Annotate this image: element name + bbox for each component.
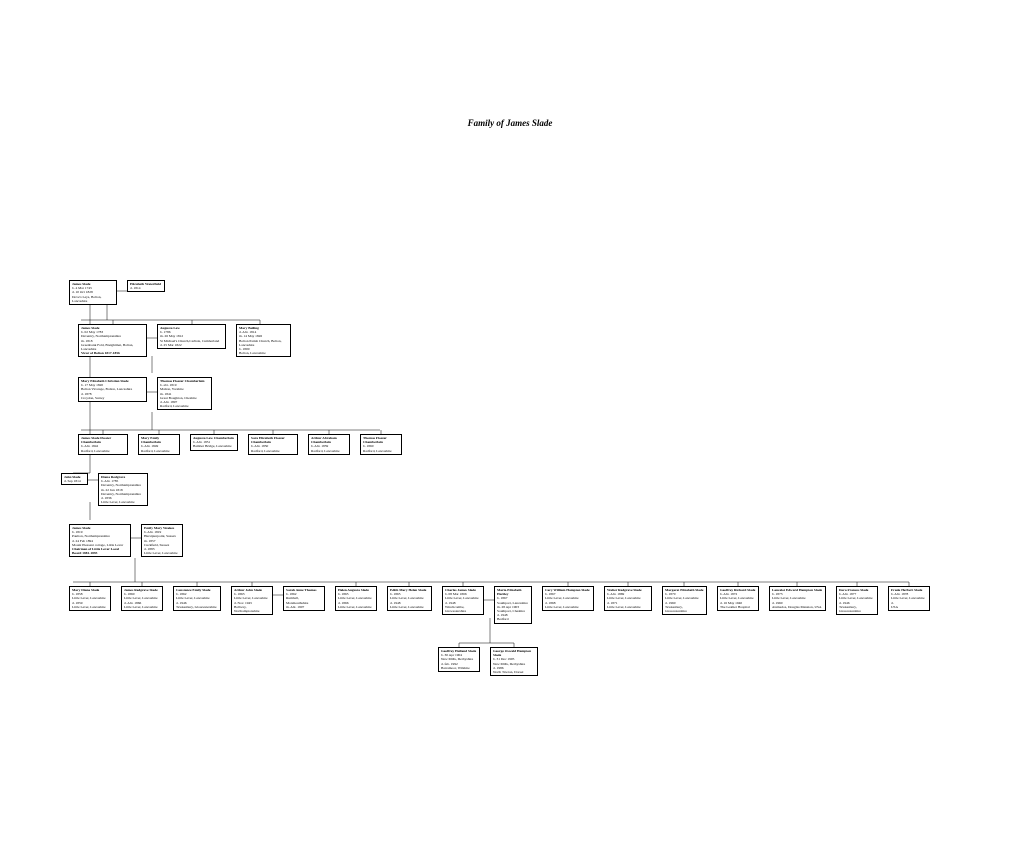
- page-title: Family of James Slade: [0, 118, 1020, 128]
- person-node-leh: Lancelot Edward Hampton Sladeb. 1873Litt…: [769, 586, 826, 611]
- person-node-cj: Charles James Sladeb. 08 Mar 1866Little …: [442, 586, 484, 615]
- person-node-wr: Walter Redgrave Sladeb. Abt. 1869Little …: [604, 586, 652, 611]
- person-node-augusta: Augusta Lawb. 1786m. 26 May 1812St Micha…: [157, 324, 226, 349]
- person-node-james1: James Sladeb. 4 Mar 1745d. 10 Oct 1828Do…: [69, 280, 117, 305]
- person-node-eliz1: Elizabeth Waterfieldd. 1814: [127, 280, 165, 292]
- person-node-jsfc: James Slade Floater Chamberlainb. Abt. 1…: [78, 434, 128, 455]
- person-node-diana: Diana Redgraveb. Abt. 1785Daventry, Nort…: [98, 473, 148, 506]
- person-node-alc: Augusta Law Chamberlainb. Abt. 1851Bambe…: [190, 434, 238, 451]
- person-node-sat: Sarah Anne Thomasb. 1862Rumball, Monmout…: [283, 586, 325, 611]
- person-node-mary_b: Mary Bollingd. Abt. 1814m. 14 May 1826Bo…: [236, 324, 291, 357]
- person-node-me2: Margaret Elizabeth Sladeb. 1870Little Le…: [662, 586, 707, 615]
- person-node-sefc: Sara Elizabeth Floater Chamberlainb. Abt…: [248, 434, 298, 455]
- person-node-aj: Arthur John Sladeb. 1863Little Lever, La…: [231, 586, 273, 615]
- person-node-df: Dora Frances Sladeb. Abt. 1877Little Lev…: [836, 586, 878, 615]
- person-node-mec2: Mary Emily Chamberlainb. Abt. 1849Radfor…: [138, 434, 180, 455]
- person-node-john: John Sladed. Sep 1814: [61, 473, 88, 485]
- person-node-emily_w: Emily Mary Weekesb. Abt. 1819Hurstpierpo…: [141, 524, 183, 557]
- person-node-ce: Constance Emily Sladeb. 1862Little Lever…: [173, 586, 221, 611]
- person-node-md: Mary Diana Sladeb. 1858Little Lever, Lan…: [69, 586, 111, 611]
- person-node-gohs: George Oswald Hampton Sladeb. 31 Dec 190…: [490, 647, 538, 676]
- person-node-gr: Geoffrey Richard Sladeb. Abt. 1872Little…: [717, 586, 759, 611]
- person-node-ha: Helen Augusta Sladeb. 1865Little Lever, …: [335, 586, 377, 611]
- family-tree: James Sladeb. 4 Mar 1745d. 10 Oct 1828Do…: [0, 140, 1020, 740]
- person-node-tfc: Thomas Floater Chamberlainb. abt. 1819Ma…: [157, 377, 212, 410]
- person-node-meh: Marie-Elizabeth Hartleyb. 1867Southport,…: [494, 586, 532, 624]
- person-node-james3: James Sladeb. 1819Paulton, Northamptonsh…: [69, 524, 131, 557]
- person-node-james2: James Sladeb. 02 May 1783Daventry, North…: [78, 324, 147, 357]
- person-node-ghs: Geoffrey Holland Sladeb. 30 Apr 1904New …: [438, 647, 480, 672]
- person-node-cwh: Cary William Hampton Sladeb. 1867Little …: [542, 586, 594, 611]
- person-node-emh: Edith Mary Helen Sladeb. 1865Little Leve…: [387, 586, 432, 611]
- person-node-fh: Frank Herbert Sladeb. Abt. 1878Little Le…: [888, 586, 930, 611]
- person-node-aac: Arthur Abraham Chamberlainb. Abt. 1859Ra…: [308, 434, 350, 455]
- person-node-jr: James Redgrave Sladeb. 1860Little Lever,…: [121, 586, 163, 611]
- person-node-mec: Mary Elizabeth Christian Sladeb. 17 May …: [78, 377, 147, 402]
- person-node-tfc2: Thomas Floater Chamberlainb. 1860Radford…: [360, 434, 402, 455]
